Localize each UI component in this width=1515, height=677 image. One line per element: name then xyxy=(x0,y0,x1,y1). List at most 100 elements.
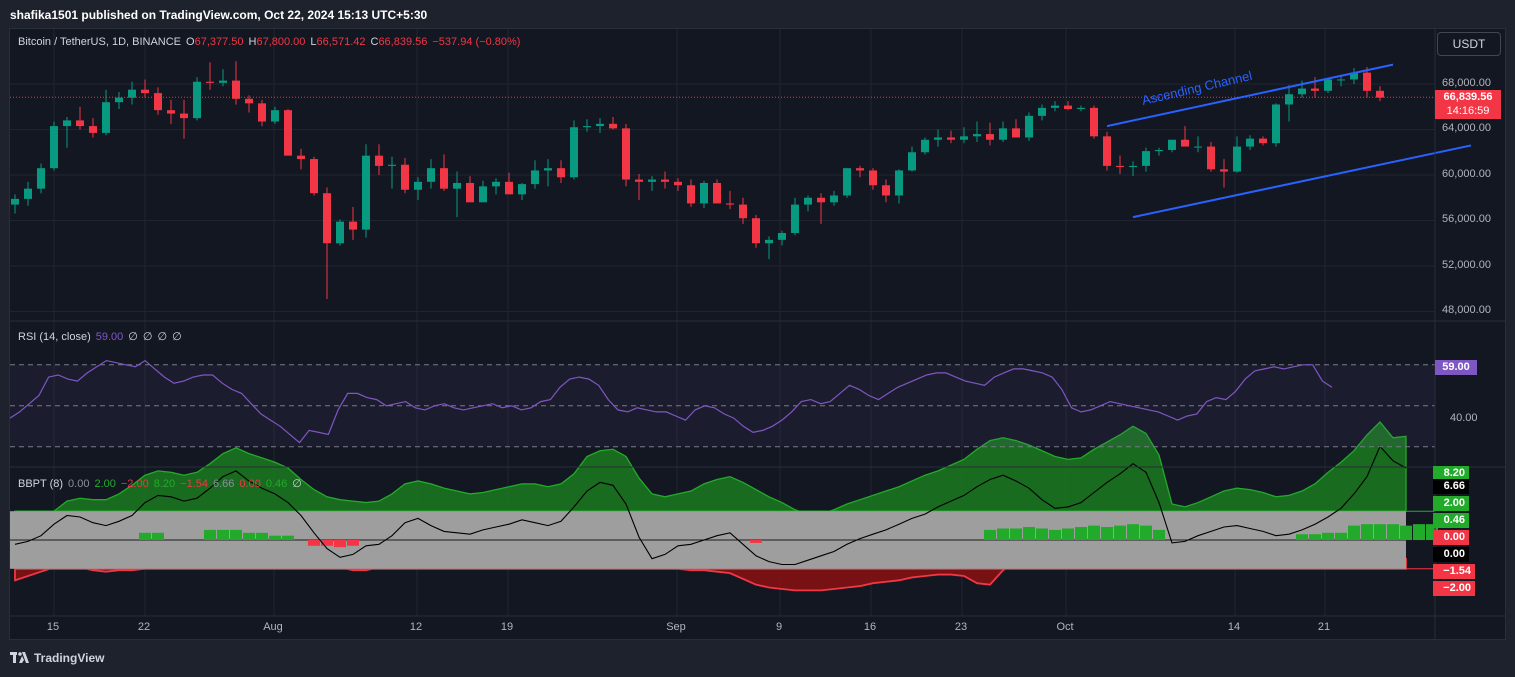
bbpt-value: ∅ xyxy=(292,478,302,490)
channel-line xyxy=(1106,63,1394,128)
bbpt-value: 2.00 xyxy=(94,477,116,490)
bbpt-histogram-bar xyxy=(1101,527,1113,540)
bbpt-histogram-bar xyxy=(984,529,996,540)
candle-body xyxy=(1181,139,1189,147)
chart-frame[interactable]: Ascending Channel xyxy=(9,28,1506,640)
header-bar: shafika1501 published on TradingView.com… xyxy=(0,0,1515,28)
bbpt-value: −1.54 xyxy=(180,477,208,490)
channel-drawings[interactable] xyxy=(1106,63,1472,219)
candle-body xyxy=(843,168,851,196)
candle-body xyxy=(765,239,773,244)
rsi-empty-value: ∅ xyxy=(157,331,168,343)
candle-body xyxy=(180,113,188,119)
bbpt-histogram-bar xyxy=(334,540,346,548)
candle-body xyxy=(570,127,578,178)
candle-body xyxy=(258,103,266,122)
bbpt-histogram-bar xyxy=(217,529,229,540)
candle-body xyxy=(921,139,929,153)
candle-body xyxy=(1155,149,1163,152)
bbpt-histogram-bar xyxy=(347,540,359,546)
candle-body xyxy=(219,80,227,83)
candle-body xyxy=(1090,107,1098,137)
candle-body xyxy=(375,155,383,166)
countdown-badge: 14:16:59 xyxy=(1435,104,1501,119)
open-label: O xyxy=(186,36,195,48)
candle-body xyxy=(713,182,721,204)
candle-body xyxy=(518,184,526,195)
candle-body xyxy=(1220,169,1228,172)
candle-body xyxy=(154,93,162,111)
main-legend: Bitcoin / TetherUS, 1D, BINANCE O67,377.… xyxy=(18,36,520,48)
bbpt-histogram-bar xyxy=(1023,527,1035,540)
time-tick: 21 xyxy=(1317,621,1331,633)
candle-body xyxy=(1233,146,1241,172)
rsi-value-badge: 59.00 xyxy=(1435,360,1477,375)
currency-button[interactable]: USDT xyxy=(1437,32,1501,56)
candle-body xyxy=(726,203,734,205)
candle-body xyxy=(193,81,201,119)
rsi-legend: RSI (14, close) 59.00 ∅ ∅ ∅ ∅ xyxy=(18,330,182,344)
candle-body xyxy=(791,204,799,234)
candle-body xyxy=(479,186,487,203)
price-tick: 60,000.00 xyxy=(1442,168,1491,180)
bbpt-histogram-bar xyxy=(1036,528,1048,540)
bbpt-histogram-bar xyxy=(750,540,762,543)
chart-grid xyxy=(10,29,1435,616)
bbpt-histogram-bar xyxy=(1062,528,1074,540)
candle-body xyxy=(934,137,942,140)
bbpt-value: 8.20 xyxy=(153,477,176,490)
candle-body xyxy=(492,181,500,187)
candle-body xyxy=(947,137,955,140)
bbpt-histogram-bar xyxy=(1335,532,1347,540)
bbpt-badge: 0.00 xyxy=(1433,530,1469,545)
candle-body xyxy=(414,181,422,190)
symbol-title[interactable]: Bitcoin / TetherUS, 1D, BINANCE xyxy=(18,36,182,48)
bbpt-histogram-bar xyxy=(1400,525,1412,540)
candle-body xyxy=(1298,88,1306,95)
candle-body xyxy=(531,170,539,185)
candle-body xyxy=(1194,146,1202,148)
bbpt-title[interactable]: BBPT (8) xyxy=(18,477,64,490)
candle-body xyxy=(817,197,825,203)
tradingview-logo[interactable]: TradingView xyxy=(10,651,104,665)
high-label: H xyxy=(248,36,257,48)
bbpt-middle-line xyxy=(14,445,1407,566)
bbpt-badge: 0.00 xyxy=(1433,547,1469,562)
bbpt-badge: 6.66 xyxy=(1433,479,1469,494)
bbpt-histogram-bar xyxy=(1361,524,1373,540)
candle-body xyxy=(1272,104,1280,144)
candle-body xyxy=(1116,165,1124,168)
price-tick: 56,000.00 xyxy=(1442,213,1491,225)
candle-body xyxy=(1012,128,1020,138)
candle-body xyxy=(1051,105,1059,108)
bbpt-histogram-bar xyxy=(282,535,294,540)
price-tick: 64,000.00 xyxy=(1442,122,1491,134)
time-tick: 19 xyxy=(500,621,514,633)
bbpt-histogram-bar xyxy=(308,540,320,546)
candle-body xyxy=(440,168,448,189)
time-tick: 9 xyxy=(775,621,783,633)
candle-body xyxy=(1376,90,1384,98)
close-value: 66,839.56 xyxy=(378,36,428,48)
time-tick: Aug xyxy=(263,621,283,633)
bbpt-histogram-bar xyxy=(1088,525,1100,540)
candle-body xyxy=(63,120,71,127)
bbpt-value: 6.66 xyxy=(212,477,235,490)
candle-body xyxy=(24,188,32,199)
low-label: L xyxy=(310,36,317,48)
ascending-channel-label[interactable]: Ascending Channel xyxy=(1140,68,1253,108)
tradingview-brand: TradingView xyxy=(34,651,105,665)
candle-body xyxy=(167,110,175,114)
candle-body xyxy=(297,155,305,160)
time-tick: 15 xyxy=(46,621,60,633)
candle-body xyxy=(1311,88,1319,91)
bbpt-histogram-bar xyxy=(1322,532,1334,540)
chart-canvas[interactable]: Ascending Channel xyxy=(10,29,1505,639)
candle-body xyxy=(869,170,877,186)
candle-body xyxy=(687,185,695,204)
candle-body xyxy=(1285,94,1293,105)
bbpt-legend: BBPT (8) 0.00 2.00 −2.00 8.20 −1.54 6.66… xyxy=(18,477,302,491)
rsi-title[interactable]: RSI (14, close) xyxy=(18,330,91,343)
bbpt-histogram-bar xyxy=(1296,534,1308,540)
bbpt-upper-area xyxy=(14,420,1407,530)
